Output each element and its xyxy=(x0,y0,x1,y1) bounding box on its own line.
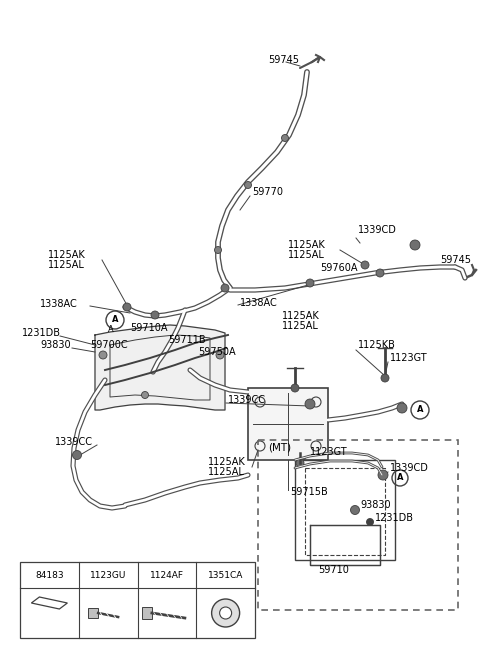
Circle shape xyxy=(221,284,229,292)
Bar xyxy=(258,440,458,610)
Text: A: A xyxy=(397,474,403,483)
Circle shape xyxy=(410,240,420,250)
Text: 59745: 59745 xyxy=(440,255,471,265)
Circle shape xyxy=(296,459,304,467)
Text: 1125AK: 1125AK xyxy=(288,240,326,250)
Text: (MT): (MT) xyxy=(268,442,291,452)
Circle shape xyxy=(381,374,389,382)
Circle shape xyxy=(291,384,299,392)
Bar xyxy=(248,388,328,460)
Text: 59710: 59710 xyxy=(318,565,349,575)
Text: 1123GU: 1123GU xyxy=(90,571,126,580)
Text: 1125AL: 1125AL xyxy=(288,250,325,260)
Circle shape xyxy=(216,351,224,359)
Text: 1125AK: 1125AK xyxy=(208,457,246,467)
Text: 1125AL: 1125AL xyxy=(282,321,319,331)
Text: 1338AC: 1338AC xyxy=(40,299,78,309)
Bar xyxy=(88,608,98,618)
Text: 84183: 84183 xyxy=(35,571,64,580)
Polygon shape xyxy=(95,325,225,410)
Circle shape xyxy=(376,269,384,277)
Text: 1231DB: 1231DB xyxy=(375,513,414,523)
Text: 93830: 93830 xyxy=(40,340,71,350)
Text: A: A xyxy=(108,326,114,335)
Text: 59700C: 59700C xyxy=(90,340,128,350)
Circle shape xyxy=(212,599,240,627)
Bar xyxy=(142,607,152,619)
Text: A: A xyxy=(112,316,118,324)
Circle shape xyxy=(350,506,360,514)
Text: 59745: 59745 xyxy=(268,55,299,65)
Text: 93830: 93830 xyxy=(360,500,391,510)
Text: A: A xyxy=(417,405,423,415)
Text: 59715B: 59715B xyxy=(290,487,328,497)
Text: 1123GT: 1123GT xyxy=(310,447,348,457)
Circle shape xyxy=(215,246,221,253)
Circle shape xyxy=(123,303,131,311)
Circle shape xyxy=(281,134,288,141)
Circle shape xyxy=(151,311,159,319)
Text: 1124AF: 1124AF xyxy=(150,571,184,580)
Text: 1339CC: 1339CC xyxy=(228,395,266,405)
Circle shape xyxy=(244,181,252,189)
Circle shape xyxy=(72,451,82,460)
Circle shape xyxy=(367,519,373,525)
Text: 1125AK: 1125AK xyxy=(282,311,320,321)
Bar xyxy=(295,460,395,560)
Circle shape xyxy=(142,392,148,398)
Bar xyxy=(310,525,380,565)
Circle shape xyxy=(397,403,407,413)
Text: 1125AK: 1125AK xyxy=(48,250,86,260)
Text: 59710A: 59710A xyxy=(130,323,168,333)
Text: 1351CA: 1351CA xyxy=(208,571,243,580)
Text: 59711B: 59711B xyxy=(168,335,205,345)
Circle shape xyxy=(361,261,369,269)
Circle shape xyxy=(305,399,315,409)
Text: 1338AC: 1338AC xyxy=(240,298,278,308)
Text: 59760A: 59760A xyxy=(320,263,358,273)
Circle shape xyxy=(378,470,388,480)
Circle shape xyxy=(220,607,232,619)
Circle shape xyxy=(99,351,107,359)
Text: 1125AL: 1125AL xyxy=(48,260,85,270)
Text: 1231DB: 1231DB xyxy=(22,328,61,338)
Text: 59750A: 59750A xyxy=(198,347,236,357)
Text: 59770: 59770 xyxy=(252,187,283,197)
Text: 1125KB: 1125KB xyxy=(358,340,396,350)
Text: 1339CD: 1339CD xyxy=(358,225,397,235)
Circle shape xyxy=(306,279,314,287)
Bar xyxy=(20,562,255,638)
Text: 1339CD: 1339CD xyxy=(390,463,429,473)
Text: 1123GT: 1123GT xyxy=(390,353,428,363)
Text: 1339CC: 1339CC xyxy=(55,437,93,447)
Text: 1125AL: 1125AL xyxy=(208,467,245,477)
